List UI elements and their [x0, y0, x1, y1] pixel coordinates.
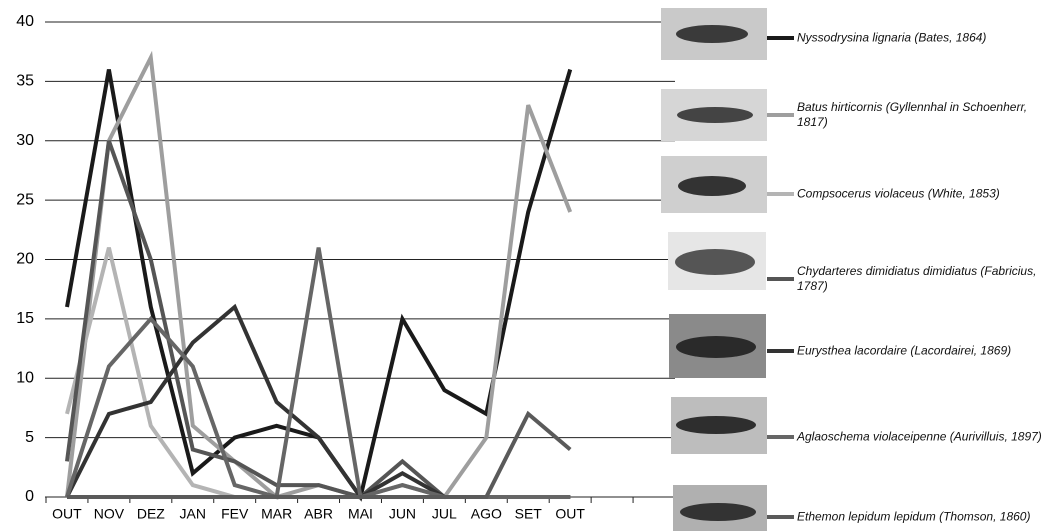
x-tick-label: MAR — [261, 506, 292, 522]
beetle-photo — [669, 314, 766, 378]
legend-label: Nyssodrysina lignaria (Bates, 1864) — [797, 31, 1046, 46]
series-line — [67, 307, 570, 497]
beetle-photo — [661, 89, 767, 141]
legend-label: Compsocerus violaceus (White, 1853) — [797, 187, 1046, 202]
y-tick-label: 25 — [16, 191, 34, 208]
beetle-photo — [671, 397, 767, 454]
series-line — [67, 58, 570, 497]
beetle-photo — [661, 8, 767, 60]
y-tick-label: 10 — [16, 369, 34, 386]
series-line — [67, 70, 570, 498]
legend-label: Ethemon lepidum lepidum (Thomson, 1860) — [797, 510, 1046, 525]
legend-photos — [661, 8, 767, 531]
beetle-photo — [661, 156, 767, 213]
legend-label: Batus hirticornis (Gyllennhal in Schoenh… — [797, 100, 1046, 130]
x-tick-label: OUT — [52, 506, 82, 522]
y-tick-label: 35 — [16, 73, 34, 90]
x-tick-label: OUT — [555, 506, 585, 522]
y-tick-label: 40 — [16, 13, 34, 30]
legend-label: Eurysthea lacordaire (Lacordairei, 1869) — [797, 344, 1046, 359]
x-tick-label: ABR — [304, 506, 333, 522]
y-tick-label: 30 — [16, 132, 34, 149]
x-tick-label: DEZ — [137, 506, 165, 522]
beetle-photo — [668, 232, 766, 290]
legend-label: Chydarteres dimidiatus dimidiatus (Fabri… — [797, 264, 1046, 294]
plot-area: 0 5 10 15 20 25 30 35 40 OUT NOV DEZ JAN FEV MAR ABR MAI… — [16, 13, 675, 521]
y-tick-label: 20 — [16, 251, 34, 268]
x-tick-label: AGO — [471, 506, 502, 522]
x-tick-label: JAN — [180, 506, 206, 522]
page: 0 5 10 15 20 25 30 35 40 OUT NOV DEZ JAN FEV MAR ABR MAI… — [0, 0, 1046, 531]
y-tick-label: 5 — [25, 429, 34, 446]
legend-label: Aglaoschema violaceipenne (Aurivilluis, … — [797, 430, 1046, 445]
x-tick-label: JUN — [389, 506, 416, 522]
x-tick-label: NOV — [94, 506, 125, 522]
y-tick-label: 15 — [16, 310, 34, 327]
x-tick-label: SET — [515, 506, 543, 522]
x-tick-label: JUL — [432, 506, 457, 522]
x-tick-label: FEV — [221, 506, 249, 522]
y-tick-label: 0 — [25, 488, 34, 505]
x-tick-label: MAI — [348, 506, 373, 522]
beetle-photo — [673, 485, 767, 531]
